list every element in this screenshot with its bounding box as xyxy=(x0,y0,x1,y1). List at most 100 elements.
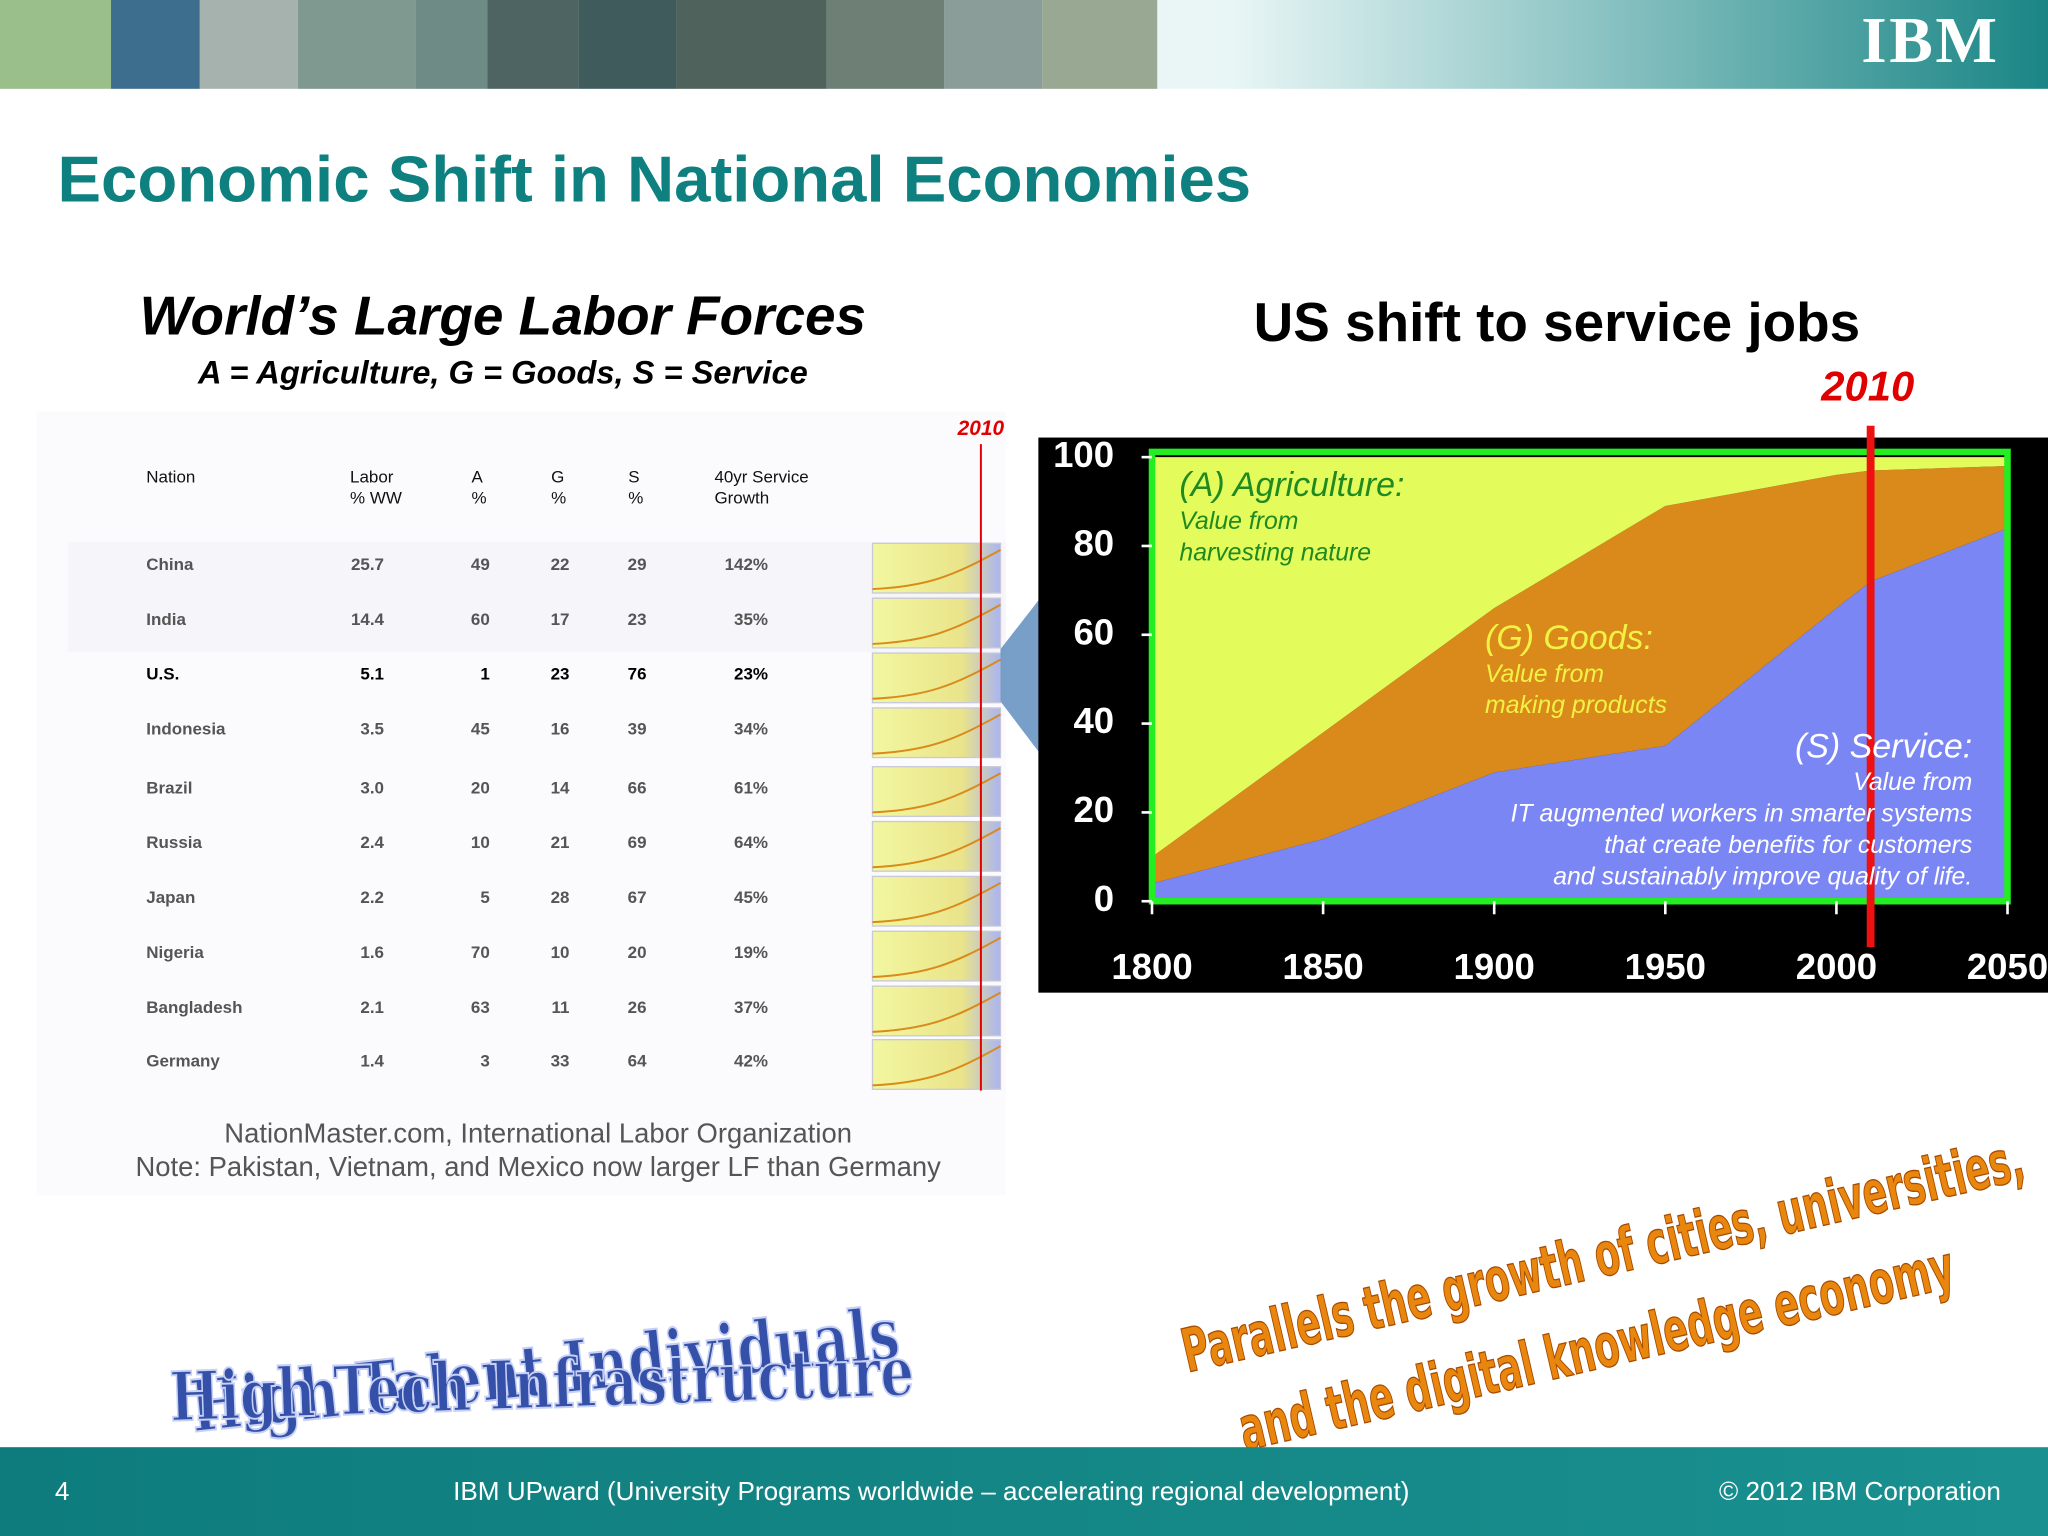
table-cell: 67 xyxy=(628,888,647,907)
column-header: % WW xyxy=(350,488,402,507)
slide-title: Economic Shift in National Economies xyxy=(57,142,1251,215)
table-panel xyxy=(36,411,1006,1196)
x-tick-label: 1850 xyxy=(1282,946,1363,987)
sparkline xyxy=(871,1039,1002,1090)
table-cell: 14 xyxy=(551,778,570,797)
sparkline-curve xyxy=(872,772,1001,814)
column-header: A xyxy=(472,468,484,487)
table-cell: 3.0 xyxy=(360,778,384,797)
table-cell: India xyxy=(146,610,186,629)
table-cell: Nigeria xyxy=(146,943,204,962)
table-cell: U.S. xyxy=(146,665,179,684)
table-cell: 25.7 xyxy=(351,555,384,574)
sparkline xyxy=(871,985,1002,1037)
table-cell: 60 xyxy=(471,610,490,629)
footer-text: IBM UPward (University Programs worldwid… xyxy=(453,1476,1409,1506)
area xyxy=(1152,466,2008,884)
table-cell: Russia xyxy=(146,833,202,852)
wordart-right: Parallels the growth of cities, universi… xyxy=(1174,1124,2031,1466)
table-cell: 10 xyxy=(551,943,570,962)
column-header: S xyxy=(628,468,639,487)
wordart-left: High Talent Individuals High Tech Infras… xyxy=(167,1291,916,1450)
table-cell: Japan xyxy=(146,888,195,907)
column-header: G xyxy=(551,468,564,487)
y-tick-label: 0 xyxy=(1094,878,1114,919)
marker-label: 2010 xyxy=(1820,362,1914,409)
sparkline-curve xyxy=(872,603,1001,645)
plot-border xyxy=(1148,448,2011,905)
header-images xyxy=(0,0,1158,89)
annotation: Value from xyxy=(1485,661,1604,688)
x-tick-label: 1900 xyxy=(1454,946,1535,987)
x-tick-label: 1950 xyxy=(1625,946,1706,987)
sparkline xyxy=(871,707,1002,759)
table-cell: 14.4 xyxy=(351,610,385,629)
table-cell: 64 xyxy=(628,1051,647,1070)
sparkline-curve xyxy=(872,882,1001,924)
table-cell: 5.1 xyxy=(360,665,384,684)
annotation-heading: (A) Agriculture: xyxy=(1179,466,1404,504)
sparkline xyxy=(871,930,1002,982)
column-header: Nation xyxy=(146,468,195,487)
sparkline-curve xyxy=(872,991,1001,1033)
annotation: and sustainably improve quality of life. xyxy=(1553,863,1972,890)
table-cell: 64% xyxy=(734,833,768,852)
note: Note: Pakistan, Vietnam, and Mexico now … xyxy=(135,1151,941,1182)
table-cell: 70 xyxy=(471,943,490,962)
table-cell: Brazil xyxy=(146,778,192,797)
table-cell: 23 xyxy=(551,665,570,684)
table-cell: 61% xyxy=(734,778,768,797)
table-cell: 16 xyxy=(551,720,570,739)
table-cell: Indonesia xyxy=(146,720,226,739)
column-header: Labor xyxy=(350,468,394,487)
annotation: IT augmented workers in smarter systems xyxy=(1511,801,1973,828)
table-cell: 3 xyxy=(480,1051,489,1070)
table-cell: 5 xyxy=(480,888,489,907)
left-heading: World’s Large Labor Forces xyxy=(140,284,866,346)
table-cell: 34% xyxy=(734,720,768,739)
table: Nation Labor% WWA%G%S%40yr ServiceGrowthC… xyxy=(146,468,1002,1090)
table-cell: 1.6 xyxy=(360,943,384,962)
x-tick-label: 2050 xyxy=(1967,946,2048,987)
table-cell: Bangladesh xyxy=(146,998,242,1017)
annotation: Value from xyxy=(1853,769,1972,796)
table-cell: China xyxy=(146,555,194,574)
table-cell: 66 xyxy=(628,778,647,797)
y-tick-label: 40 xyxy=(1073,700,1114,741)
area xyxy=(1152,457,2008,857)
annotation: harvesting nature xyxy=(1179,539,1371,566)
table-cell: 22 xyxy=(551,555,570,574)
source: NationMaster.com, International Labor Or… xyxy=(224,1117,852,1148)
table-cell: 23 xyxy=(628,610,647,629)
table-cell: 29 xyxy=(628,555,647,574)
table-cell: 1 xyxy=(480,665,489,684)
footer-bar xyxy=(0,1447,2048,1536)
annotation: Value from xyxy=(1179,508,1298,535)
column-header: Growth xyxy=(714,488,769,507)
page-number: 4 xyxy=(55,1476,70,1506)
left-subheading: A = Agriculture, G = Goods, S = Service xyxy=(197,353,808,390)
table-cell: 21 xyxy=(551,833,570,852)
table-cell: 35% xyxy=(734,610,768,629)
table-cell: 42% xyxy=(734,1051,768,1070)
marker-label: 2010 xyxy=(957,417,1005,440)
sparkline-curve xyxy=(872,1045,1001,1087)
area xyxy=(1152,528,2008,902)
sparkline-curve xyxy=(872,936,1001,978)
sparkline xyxy=(871,542,1002,594)
table-cell: 33 xyxy=(551,1051,570,1070)
copyright: © 2012 IBM Corporation xyxy=(1719,1476,2001,1506)
table-cell: 19% xyxy=(734,943,768,962)
table-cell: 2.1 xyxy=(360,998,384,1017)
table-cell: 28 xyxy=(551,888,570,907)
table-cell: 45% xyxy=(734,888,768,907)
chart: 0 20 40 60 80 100 1800 1850 1900 1950 2000 2050 (A) … xyxy=(1053,425,2048,987)
y-tick-label: 60 xyxy=(1073,611,1114,652)
table-cell: 2.2 xyxy=(360,888,384,907)
annotation: that create benefits for customers xyxy=(1604,832,1972,859)
column-header: 40yr Service xyxy=(714,468,808,487)
x-tick-label: 1800 xyxy=(1111,946,1192,987)
column-header: % xyxy=(551,488,566,507)
